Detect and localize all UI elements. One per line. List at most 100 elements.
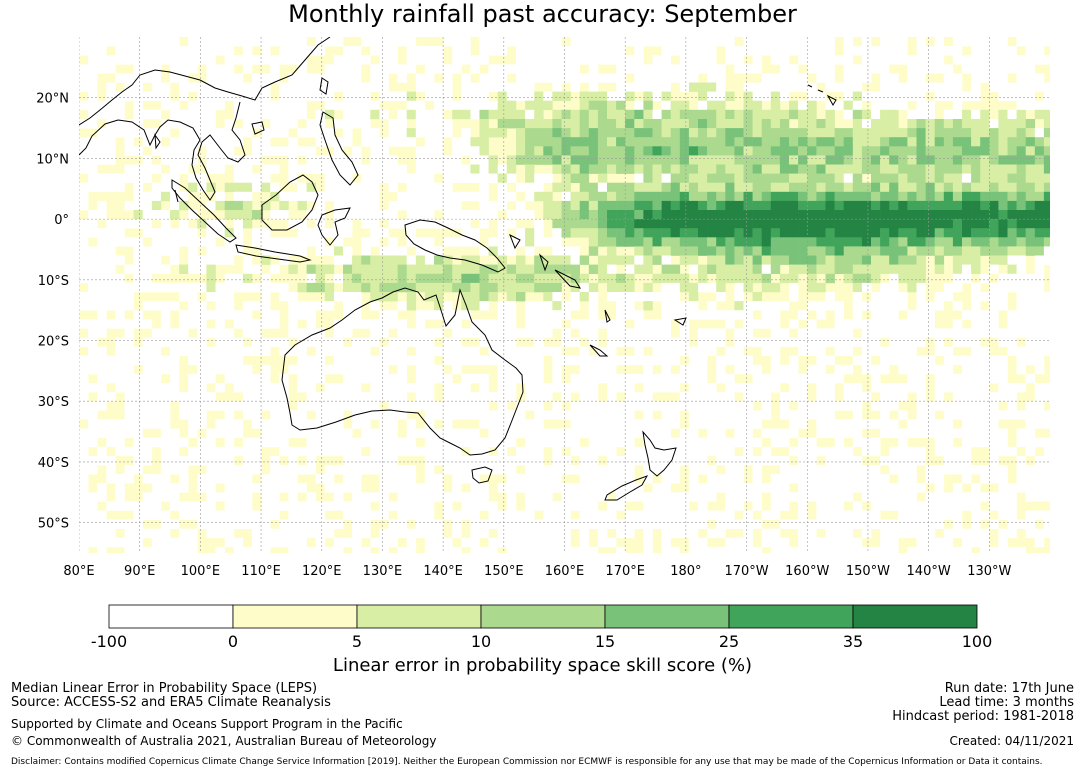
skill-cell (934, 510, 945, 520)
skill-cell (306, 182, 316, 193)
skill-cell (679, 119, 690, 129)
skill-cell (242, 282, 253, 293)
skill-cell (634, 82, 644, 92)
skill-cell (943, 528, 954, 539)
skill-cell (625, 164, 635, 174)
skill-cell (206, 100, 216, 111)
skill-cell (170, 346, 180, 356)
skill-cell (306, 383, 316, 393)
skill-cell (934, 501, 945, 511)
skill-cell (497, 228, 508, 238)
skill-cell (898, 383, 908, 393)
skill-cell (871, 264, 881, 274)
skill-cell (698, 37, 708, 47)
skill-cell (233, 82, 244, 92)
skill-cell (871, 546, 881, 553)
skill-cell (506, 364, 517, 375)
skill-cell (779, 200, 790, 211)
skill-cell (952, 119, 963, 129)
skill-cell (661, 237, 671, 247)
skill-cell (871, 64, 881, 74)
skill-cell (825, 373, 835, 384)
skill-cell (160, 428, 171, 438)
skill-cell (607, 219, 617, 229)
skill-cell (315, 373, 326, 384)
skill-cell (934, 346, 945, 356)
skill-cell (106, 182, 116, 193)
skill-cell (962, 355, 972, 366)
skill-cell (1016, 155, 1026, 165)
skill-cell (607, 255, 617, 265)
skill-cell (779, 37, 790, 47)
skill-cell (525, 182, 535, 193)
skill-cell (242, 383, 253, 393)
coastline-sulawesi (317, 207, 351, 246)
skill-cell (625, 355, 635, 366)
skill-cell (597, 465, 608, 475)
skill-cell (333, 228, 344, 238)
skill-cell (361, 55, 371, 65)
skill-cell (679, 519, 690, 529)
skill-cell (443, 264, 453, 274)
skill-cell (497, 446, 508, 457)
skill-cell (588, 219, 599, 229)
skill-cell (525, 237, 535, 247)
skill-cell (634, 355, 644, 366)
skill-cell (406, 301, 417, 311)
skill-cell (1007, 264, 1017, 274)
skill-cell (270, 100, 280, 111)
skill-cell (379, 319, 389, 329)
skill-cell (907, 546, 917, 553)
skill-cell (916, 164, 926, 174)
skill-cell (170, 73, 180, 83)
skill-cell (488, 64, 498, 74)
skill-cell (971, 373, 981, 384)
skill-cell (206, 164, 216, 174)
skill-cell (607, 292, 617, 302)
skill-cell (406, 210, 417, 220)
skill-cell (934, 419, 945, 429)
skill-cell (761, 455, 772, 466)
skill-cell (943, 128, 954, 138)
skill-cell (297, 246, 307, 256)
skill-cell (688, 392, 699, 402)
skill-cell (142, 410, 153, 420)
skill-cell (297, 410, 307, 420)
skill-cell (843, 446, 854, 457)
skill-cell (206, 55, 216, 65)
skill-cell (670, 228, 681, 238)
skill-cell (333, 437, 344, 448)
skill-cell (962, 219, 972, 229)
skill-cell (597, 119, 608, 129)
skill-cell (871, 419, 881, 429)
skill-cell (561, 301, 571, 311)
skill-cell (889, 46, 899, 56)
skill-cell (324, 519, 335, 529)
skill-cell (133, 510, 143, 520)
skill-cell (607, 437, 617, 448)
skill-cell (97, 537, 107, 548)
skill-cell (770, 73, 781, 83)
skill-cell (779, 237, 790, 247)
skill-cell (625, 255, 635, 265)
skill-cell (206, 355, 216, 366)
skill-cell (1016, 191, 1026, 202)
skill-cell (1007, 155, 1017, 165)
skill-cell (279, 100, 289, 111)
skill-cell (1016, 182, 1026, 193)
skill-cell (1007, 137, 1017, 147)
skill-cell (406, 273, 417, 284)
skill-cell (343, 501, 353, 511)
skill-cell (224, 437, 235, 448)
skill-cell (388, 483, 398, 493)
skill-cell (552, 310, 562, 320)
skill-cell (698, 128, 708, 138)
skill-cell (834, 328, 844, 338)
skill-cell (962, 428, 972, 438)
skill-cell (179, 501, 189, 511)
skill-cell (434, 200, 444, 211)
skill-cell (725, 392, 735, 402)
skill-cell (133, 37, 143, 47)
skill-cell (188, 546, 198, 553)
skill-cell (106, 82, 116, 92)
